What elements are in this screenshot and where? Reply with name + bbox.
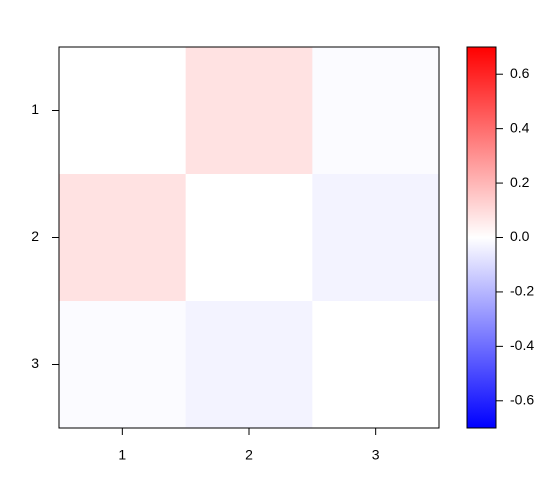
heatmap-cell: [185, 301, 313, 429]
heatmap-cell: [59, 301, 187, 429]
colorbar: [466, 46, 497, 429]
heatmap-cell: [185, 47, 313, 175]
x-tick-label: 2: [245, 447, 253, 463]
x-tick-label: 1: [118, 447, 126, 463]
y-tick-label: 3: [31, 355, 39, 371]
colorbar-tick-label: -0.6: [510, 391, 534, 407]
colorbar-tick-label: 0.2: [510, 174, 530, 190]
colorbar-tick-label: 0.4: [510, 119, 530, 135]
x-tick-label: 3: [372, 447, 380, 463]
heatmap-cell: [59, 47, 187, 175]
heatmap-cell: [312, 301, 440, 429]
y-tick-label: 2: [31, 228, 39, 244]
heatmap-cell: [185, 174, 313, 302]
colorbar-tick-label: -0.2: [510, 283, 534, 299]
heatmap-cell: [59, 174, 187, 302]
heatmap-cell: [312, 47, 440, 175]
heatmap-cell: [312, 174, 440, 302]
y-tick-label: 1: [31, 101, 39, 117]
colorbar-tick-label: 0.6: [510, 65, 530, 81]
colorbar-tick-label: -0.4: [510, 337, 534, 353]
colorbar-tick-label: 0.0: [510, 228, 530, 244]
